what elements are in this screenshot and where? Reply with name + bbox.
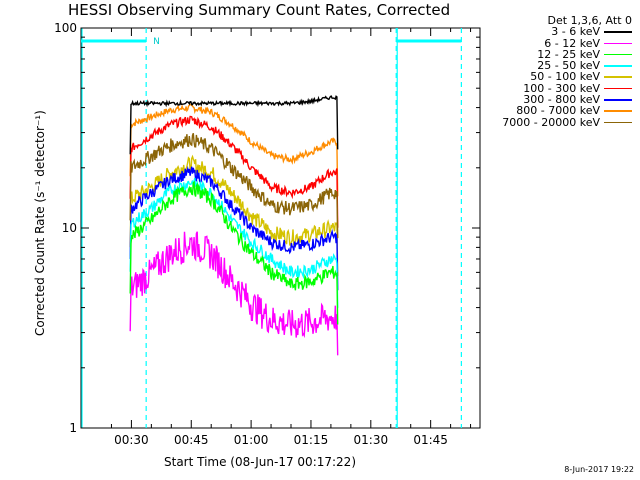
y-axis-label: Corrected Count Rate (s⁻¹ detector⁻¹) [33, 110, 47, 336]
legend-entry: 12 - 25 keV [482, 47, 634, 61]
legend-label: 25 - 50 keV [537, 59, 600, 73]
x-tick-label: 00:45 [174, 433, 209, 447]
legend-swatch [604, 110, 632, 112]
series-line [129, 95, 339, 155]
legend-entry: 7000 - 20000 keV [482, 115, 634, 129]
legend-entry: 50 - 100 keV [482, 70, 634, 84]
legend-entry: 300 - 800 keV [482, 93, 634, 107]
legend-swatch [604, 99, 632, 101]
series-line [129, 115, 339, 228]
plot-marks: N [81, 28, 462, 428]
legend-swatch [604, 31, 632, 33]
legend-label: 3 - 6 keV [551, 25, 600, 39]
x-axis-label: Start Time (08-Jun-17 00:17:22) [164, 455, 356, 469]
y-tick-label: 1 [69, 421, 77, 435]
legend-entry: 100 - 300 keV [482, 81, 634, 95]
x-tick-label: 01:00 [234, 433, 269, 447]
legend-entry: 800 - 7000 keV [482, 104, 634, 118]
series-line [129, 180, 339, 325]
legend-entry: 6 - 12 keV [482, 36, 634, 50]
series-line [129, 165, 339, 291]
series-line [129, 103, 339, 197]
legend-swatch [604, 65, 632, 67]
plot-ticks: 1 10 100 00:30 00:45 01:00 01:15 01:30 01:45 [54, 21, 480, 447]
legend-label: 100 - 300 keV [523, 81, 600, 95]
x-tick-label: 01:15 [294, 433, 329, 447]
legend-swatch [604, 53, 632, 56]
x-tick-label: 01:45 [413, 433, 448, 447]
legend-label: 7000 - 20000 keV [502, 115, 600, 129]
series-line [129, 132, 339, 239]
x-tick-label: 00:30 [114, 433, 149, 447]
legend-label: 800 - 7000 keV [516, 104, 600, 118]
date-stamp: 8-Jun-2017 19:22 [564, 465, 634, 474]
legend-swatch [604, 87, 632, 90]
sun-marker-label: N [153, 37, 160, 47]
legend-entry: 3 - 6 keV [482, 25, 634, 39]
y-tick-label: 10 [62, 221, 77, 235]
legend-swatch [604, 76, 632, 78]
legend-label: 12 - 25 keV [537, 47, 600, 61]
legend-swatch [604, 121, 632, 124]
legend-swatch [604, 42, 632, 45]
legend-label: 50 - 100 keV [530, 70, 600, 84]
legend-label: 6 - 12 keV [544, 36, 600, 50]
x-tick-label: 01:30 [354, 433, 389, 447]
legend-label: 300 - 800 keV [523, 93, 600, 107]
legend-title: Det 1,3,6, Att 0 [547, 14, 632, 27]
chart-title: HESSI Observing Summary Count Rates, Cor… [68, 1, 451, 19]
y-tick-label: 100 [54, 21, 77, 35]
legend-entry: 25 - 50 keV [482, 59, 634, 73]
series-line [129, 231, 339, 356]
chart-legend: Det 1,3,6, Att 0 3 - 6 keV 6 - 12 keV 12 -… [482, 14, 634, 129]
series-line [129, 177, 339, 308]
